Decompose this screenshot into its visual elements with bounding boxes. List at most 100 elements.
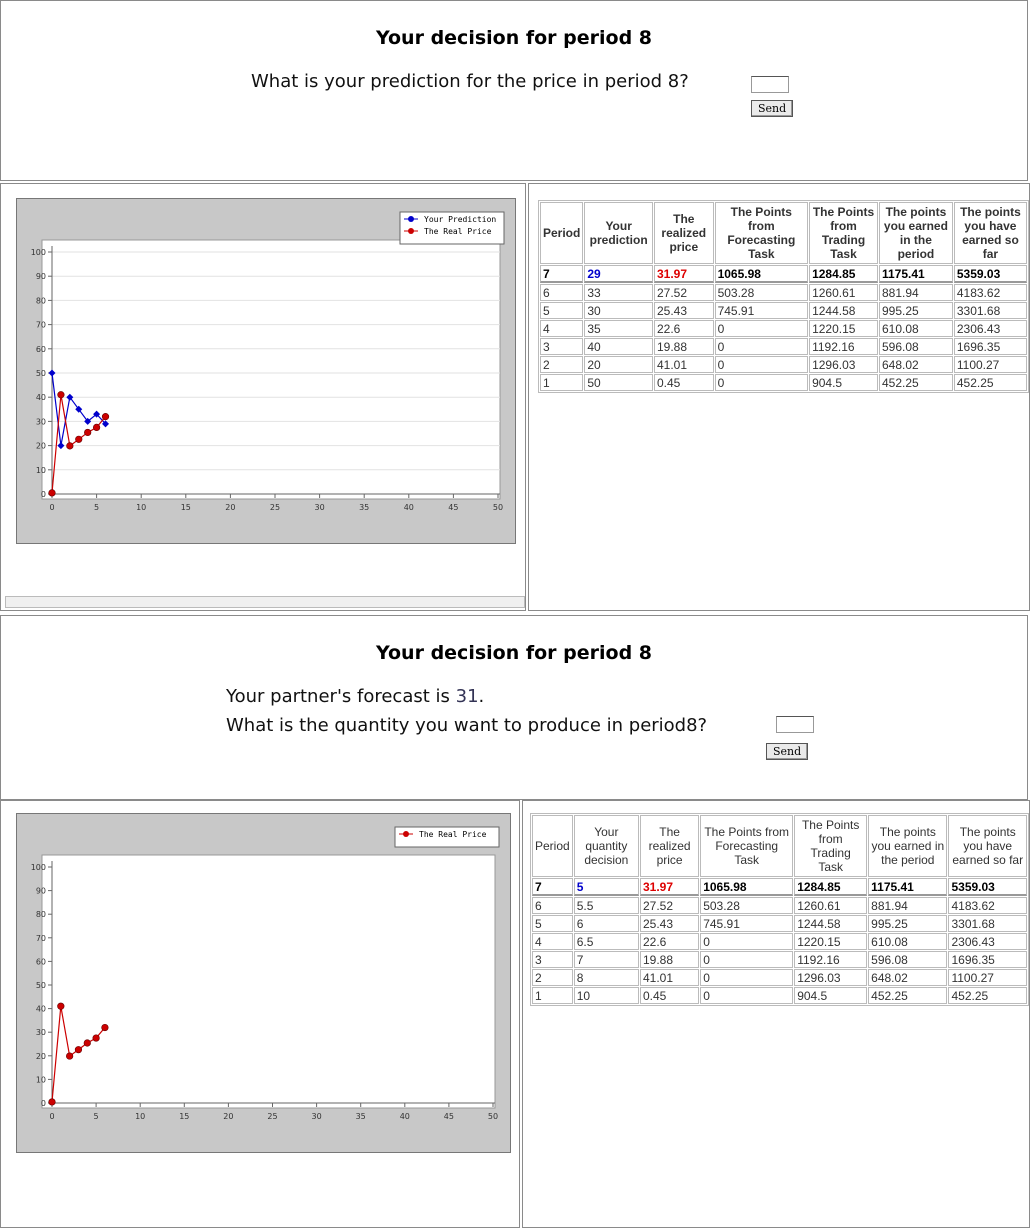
send-button[interactable]: Send [766, 743, 809, 760]
x-tick-label: 50 [488, 1112, 498, 1121]
cell: 596.08 [878, 338, 953, 355]
cell: 0 [700, 987, 794, 1004]
cell: 6.5 [573, 933, 639, 950]
cell: 5359.03 [948, 878, 1027, 896]
x-tick-label: 35 [356, 1112, 366, 1121]
cell: 33 [584, 284, 653, 301]
legend-label: Your Prediction [424, 215, 496, 224]
chart-frame: 0 10 20 30 40 50 60 70 80 90 100 0 5 10 15 20 25 30 35 40 45… [0, 183, 526, 611]
cell: 452.25 [953, 374, 1027, 391]
cell: 745.91 [714, 302, 809, 319]
x-tick-label: 5 [94, 1112, 99, 1121]
point [84, 428, 92, 437]
cell: 904.5 [809, 374, 878, 391]
cell: 5.5 [573, 897, 639, 914]
cell: 3 [540, 338, 584, 355]
cell: 1220.15 [794, 933, 868, 950]
cell: 27.52 [640, 897, 700, 914]
quantity-input[interactable] [776, 716, 814, 733]
cell: 1244.58 [809, 302, 878, 319]
cell: 1220.15 [809, 320, 878, 337]
cell: 41.01 [640, 969, 700, 986]
cell: 1244.58 [794, 915, 868, 932]
row: 3 40 19.88 0 1192.16 596.08 1696.35 [540, 338, 1027, 355]
point [101, 413, 110, 421]
cell: 4 [540, 320, 584, 337]
cell: 35 [584, 320, 653, 337]
header-cell: Period [532, 815, 573, 877]
header-cell: The points you earned in the period [868, 815, 948, 877]
cell: 995.25 [868, 915, 948, 932]
cell: 31.97 [654, 265, 714, 283]
cell: 1100.27 [948, 969, 1027, 986]
y-tick-label: 60 [36, 345, 46, 354]
point [92, 1034, 100, 1042]
point [92, 423, 101, 432]
cell: 648.02 [868, 969, 948, 986]
prediction-input[interactable] [751, 76, 789, 93]
cell: 610.08 [878, 320, 953, 337]
cell: 29 [584, 265, 653, 283]
point [66, 393, 74, 401]
y-tick-label: 40 [36, 1005, 46, 1014]
cell: 25.43 [640, 915, 700, 932]
header-cell: The Points from Forecasting Task [714, 202, 809, 264]
x-tick-label: 20 [225, 503, 235, 512]
header-cell: Your quantity decision [573, 815, 639, 877]
cell: 0.45 [640, 987, 700, 1004]
cell: 1175.41 [878, 265, 953, 283]
cell: 1296.03 [809, 356, 878, 373]
cell: 7 [573, 951, 639, 968]
cell: 50 [584, 374, 653, 391]
cell: 2 [532, 969, 573, 986]
cell: 40 [584, 338, 653, 355]
y-tick-label: 30 [36, 1028, 46, 1037]
cell: 10 [573, 987, 639, 1004]
point [75, 405, 83, 413]
x-tick-label: 15 [181, 503, 191, 512]
cell: 1175.41 [868, 878, 948, 896]
y-tick-label: 60 [36, 957, 46, 966]
point [66, 1052, 74, 1060]
point [57, 391, 65, 399]
table-holder: Period Your quantity decision The realized… [530, 813, 1029, 1006]
cell: 4183.62 [953, 284, 1027, 301]
cell: 7 [540, 265, 584, 283]
x-tick-label: 45 [448, 503, 458, 512]
x-tick-label: 30 [312, 1112, 322, 1121]
cell: 20 [584, 356, 653, 373]
x-tick-label: 40 [404, 503, 414, 512]
chart-box: 0 10 20 30 40 50 60 70 80 90 100 0 5 10 15 20 25 30 35 40 45… [16, 198, 516, 544]
cell: 1 [532, 987, 573, 1004]
forecast-end: . [478, 686, 485, 707]
point [101, 1023, 109, 1032]
x-tick-label: 25 [270, 503, 280, 512]
header-cell: Period [540, 202, 584, 264]
legend-marker [408, 216, 414, 222]
x-tick-label: 50 [493, 503, 503, 512]
decision-panel: Your decision for period 8 Your partner'… [0, 615, 1028, 800]
cell: 503.28 [714, 284, 809, 301]
decision-panel: Your decision for period 8 What is your … [0, 0, 1028, 181]
cell: 1192.16 [794, 951, 868, 968]
y-tick-label: 80 [36, 296, 46, 305]
row: 7 5 31.97 1065.98 1284.85 1175.41 5359.03 [532, 878, 1027, 896]
cell: 1696.35 [948, 951, 1027, 968]
cell: 452.25 [948, 987, 1027, 1004]
legend-marker [408, 228, 414, 234]
header-cell: The Points from Trading Task [809, 202, 878, 264]
send-button[interactable]: Send [751, 100, 794, 117]
y-tick-label: 80 [36, 910, 46, 919]
cell: 1100.27 [953, 356, 1027, 373]
cell: 0 [700, 951, 794, 968]
y-tick-label: 70 [36, 321, 46, 330]
cell: 1260.61 [794, 897, 868, 914]
forecast-text: Your partner's forecast is [226, 686, 450, 707]
point [66, 442, 74, 450]
scrollbar[interactable] [5, 596, 525, 608]
cell: 4183.62 [948, 897, 1027, 914]
x-tick-label: 10 [135, 1112, 145, 1121]
row: 4 6.5 22.6 0 1220.15 610.08 2306.43 [532, 933, 1027, 950]
cell: 1260.61 [809, 284, 878, 301]
row: 2 20 41.01 0 1296.03 648.02 1100.27 [540, 356, 1027, 373]
